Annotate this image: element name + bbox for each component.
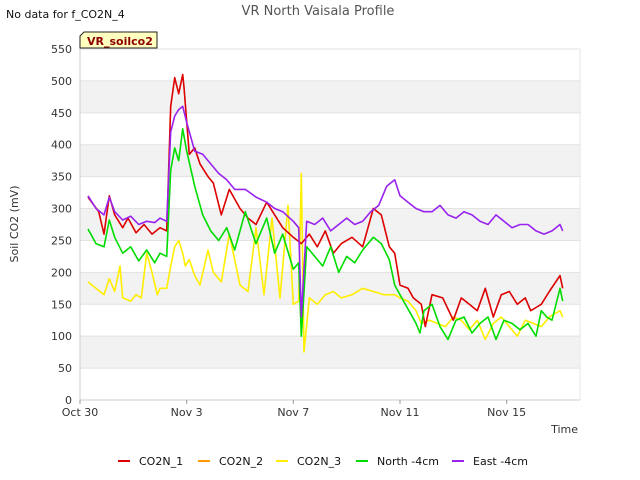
legend-item: CO2N_2 xyxy=(198,455,263,468)
grid-band xyxy=(80,80,580,113)
series-lines xyxy=(87,73,564,353)
legend-label: CO2N_3 xyxy=(297,455,341,468)
legend-item: CO2N_1 xyxy=(118,455,183,468)
y-axis-label: Soil CO2 (mV) xyxy=(8,186,21,263)
legend-label: North -4cm xyxy=(377,455,439,468)
x-tick-label: Nov 7 xyxy=(277,406,309,419)
x-axis-ticks: Oct 30 Nov 3 Nov 7 Nov 11 Nov 15 xyxy=(62,400,526,419)
y-tick-label: 400 xyxy=(51,139,72,152)
legend-label: East -4cm xyxy=(473,455,528,468)
x-tick-label: Nov 11 xyxy=(381,406,420,419)
series-line-co2n-1 xyxy=(87,73,564,328)
y-tick-label: 200 xyxy=(51,266,72,279)
site-label: VR_soilco2 xyxy=(87,35,153,48)
y-tick-label: 300 xyxy=(51,203,72,216)
y-tick-label: 450 xyxy=(51,107,72,120)
grid-bands xyxy=(80,48,580,401)
y-tick-label: 250 xyxy=(51,234,72,247)
legend: CO2N_1 CO2N_2 CO2N_3 North -4cm East -4cm xyxy=(118,455,528,468)
legend-item: East -4cm xyxy=(452,455,528,468)
grid-band xyxy=(80,336,580,369)
y-axis-ticks: 0 50 100 150 200 250 300 350 400 450 500 550 xyxy=(51,43,72,407)
series-line-co2n-3 xyxy=(87,172,564,353)
series-line-east-4cm xyxy=(87,105,564,318)
grid-band xyxy=(80,144,580,177)
series-line-north-4cm xyxy=(87,128,564,341)
x-tick-label: Nov 15 xyxy=(487,406,526,419)
legend-item: North -4cm xyxy=(356,455,439,468)
y-tick-label: 50 xyxy=(58,362,72,375)
y-tick-label: 100 xyxy=(51,330,72,343)
x-tick-label: Oct 30 xyxy=(62,406,99,419)
grid-band xyxy=(80,208,580,241)
plot-frame xyxy=(79,49,581,401)
y-tick-label: 0 xyxy=(65,394,72,407)
site-label-background xyxy=(79,31,158,49)
legend-label: CO2N_2 xyxy=(219,455,263,468)
legend-label: CO2N_1 xyxy=(139,455,183,468)
y-tick-label: 550 xyxy=(51,43,72,56)
y-tick-label: 500 xyxy=(51,75,72,88)
y-tick-label: 350 xyxy=(51,171,72,184)
x-tick-label: Nov 3 xyxy=(171,406,203,419)
x-axis-label: Time xyxy=(550,423,578,436)
no-data-note: No data for f_CO2N_4 xyxy=(6,8,125,21)
legend-item: CO2N_3 xyxy=(276,455,341,468)
y-tick-label: 150 xyxy=(51,298,72,311)
chart-title: VR North Vaisala Profile xyxy=(242,4,395,19)
site-label-box: VR_soilco2 xyxy=(79,31,158,49)
